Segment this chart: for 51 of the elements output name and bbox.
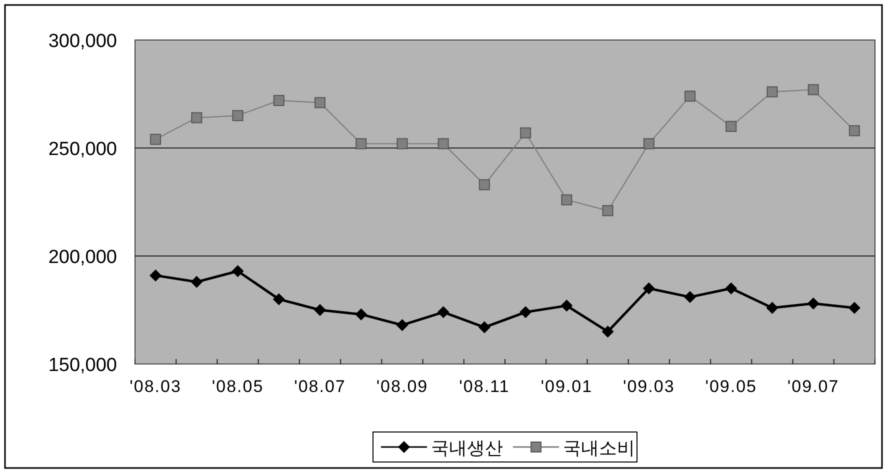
- x-tick-label: '09.07: [787, 377, 840, 396]
- point: [314, 97, 326, 108]
- legend-label: 국내생산: [431, 438, 503, 458]
- point: [272, 293, 285, 306]
- x-tick-label: '08.11: [459, 377, 510, 396]
- point: [396, 138, 408, 150]
- y-tick-label: 300,000: [48, 31, 117, 52]
- point: [191, 112, 202, 124]
- point: [602, 205, 614, 216]
- point: [807, 298, 820, 310]
- y-tick-label: 200,000: [48, 247, 117, 268]
- point: [766, 302, 778, 314]
- point: [150, 134, 162, 145]
- point: [643, 138, 654, 150]
- point: [190, 276, 203, 288]
- point: [766, 86, 778, 98]
- point: [520, 127, 532, 138]
- point: [314, 304, 326, 316]
- point: [478, 321, 490, 334]
- point: [561, 194, 572, 206]
- point: [848, 125, 860, 136]
- point: [478, 179, 490, 190]
- x-tick-label: '09.01: [540, 377, 593, 396]
- y-tick-label: 150,000: [48, 355, 117, 376]
- point: [437, 306, 450, 318]
- point: [684, 90, 696, 102]
- point: [726, 120, 737, 132]
- point: [232, 110, 244, 122]
- x-tick-label: '08.05: [212, 377, 264, 396]
- point: [396, 319, 408, 332]
- point: [355, 308, 368, 320]
- point: [684, 291, 696, 304]
- x-tick-label: '08.09: [376, 377, 428, 396]
- point: [356, 138, 367, 150]
- point: [808, 84, 819, 96]
- x-tick-label: '09.03: [622, 377, 675, 396]
- y-tick-label: 250,000: [48, 139, 117, 160]
- point: [273, 94, 284, 106]
- point: [602, 326, 614, 338]
- point: [150, 269, 162, 282]
- point: [232, 265, 244, 278]
- x-tick-label: '09.05: [705, 377, 758, 396]
- point: [520, 306, 532, 318]
- legend-label: 국내소비: [563, 438, 635, 458]
- point: [848, 302, 860, 314]
- point: [642, 282, 655, 294]
- point: [725, 282, 738, 294]
- point: [438, 138, 449, 150]
- x-tick-label: '08.07: [294, 377, 346, 396]
- x-tick-label: '08.03: [130, 377, 182, 396]
- point: [560, 300, 573, 312]
